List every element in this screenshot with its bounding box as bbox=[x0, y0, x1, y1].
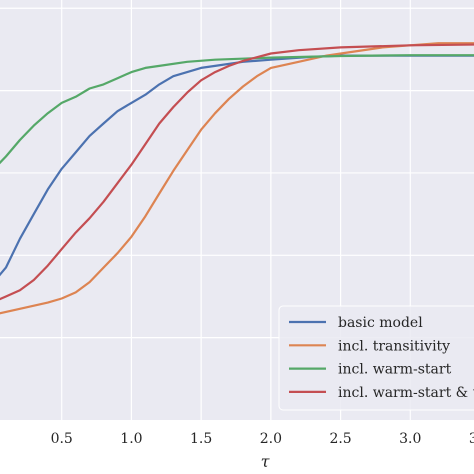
series-line bbox=[0, 43, 474, 301]
legend-box bbox=[278, 305, 474, 411]
legend-label: incl. warm-start bbox=[338, 362, 452, 378]
legend-label: incl. warm-start & transitivity bbox=[338, 385, 474, 401]
series-line bbox=[0, 42, 474, 315]
series-line bbox=[0, 54, 474, 165]
series-line bbox=[0, 54, 474, 277]
x-axis-label: τ bbox=[261, 452, 271, 471]
x-tick-label: 2.0 bbox=[260, 431, 282, 447]
x-tick-label: 1.5 bbox=[190, 431, 212, 447]
x-tick-label: 3.0 bbox=[399, 431, 421, 447]
x-tick-label: 1.0 bbox=[120, 431, 142, 447]
x-tick-label: 2.5 bbox=[329, 431, 351, 447]
x-tick-label: 0.5 bbox=[51, 431, 73, 447]
x-tick-label: 3.5 bbox=[469, 431, 474, 447]
legend: basic model incl. transitivity incl. warm-… bbox=[278, 305, 474, 411]
legend-label: basic model bbox=[338, 315, 423, 331]
x-axis-ticks: 0.5 1.0 1.5 2.0 2.5 3.0 3.5 bbox=[51, 431, 474, 447]
legend-label: incl. transitivity bbox=[338, 338, 450, 354]
series-lines bbox=[0, 42, 474, 315]
